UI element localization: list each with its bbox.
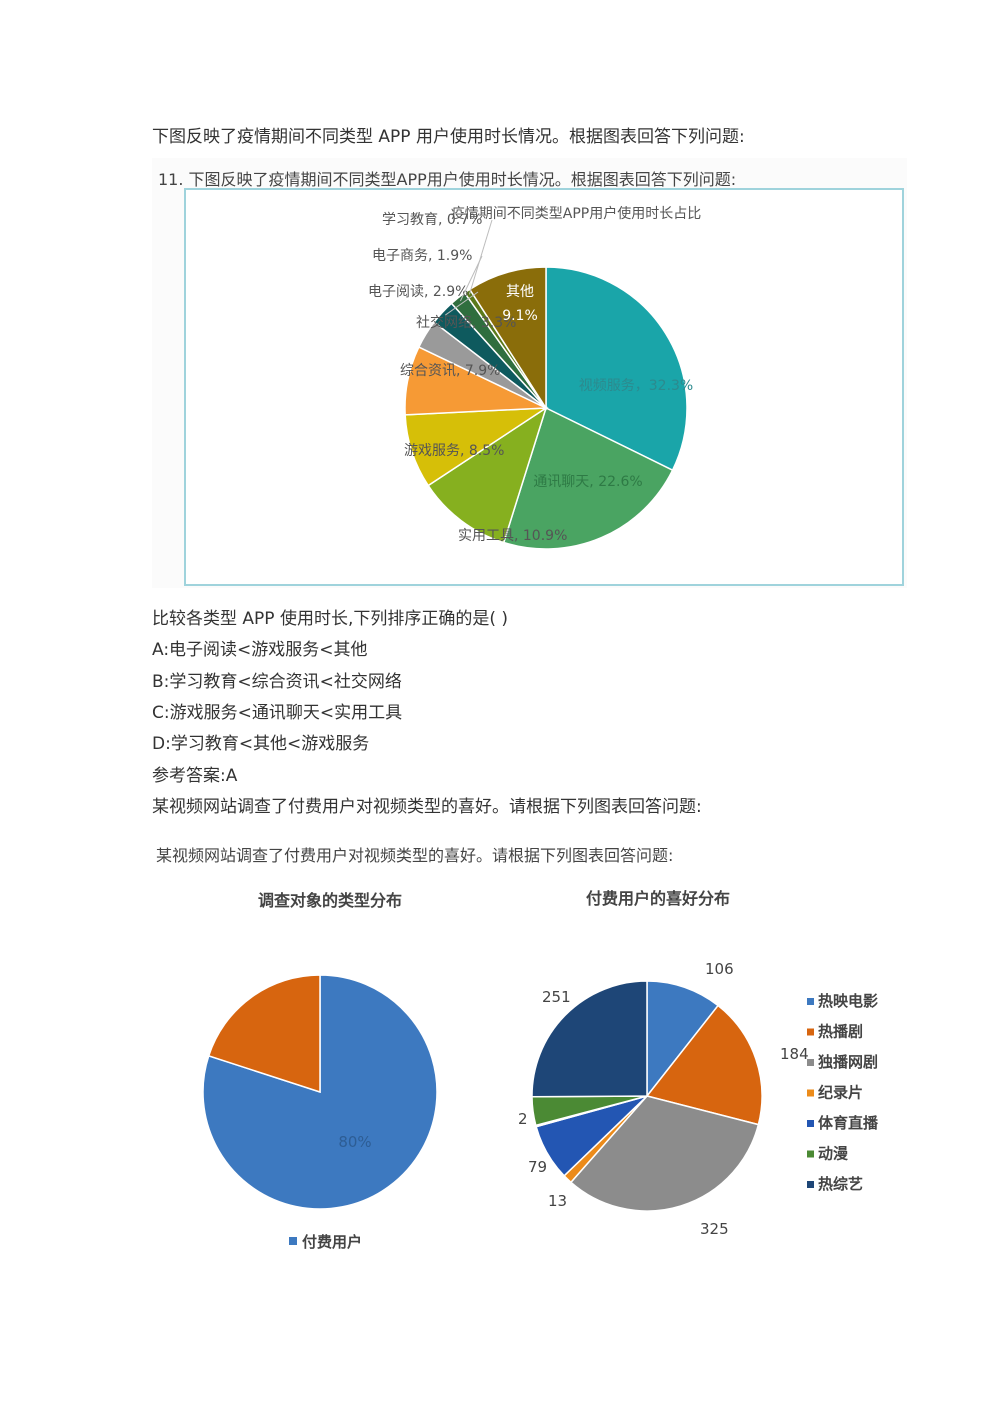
legend-label-paid: 付费用户 [302, 1233, 362, 1251]
legend-label-1: 热播剧 [818, 1023, 863, 1041]
pref-pie-label-0: 106 [705, 960, 734, 978]
legend-swatch-0 [807, 998, 814, 1005]
figure-caption: 11. 下图反映了疫情期间不同类型APP用户使用时长情况。根据图表回答下列问题: [158, 170, 737, 189]
legend-swatch-5 [807, 1150, 814, 1158]
pref-pie-slice-1 [645, 1004, 763, 1126]
app-pie-label-9-value: 9.1% [502, 308, 538, 324]
app-pie-label-5: 社交网络, 3.3% [416, 314, 516, 331]
legend-swatch-3 [807, 1089, 814, 1097]
chart-title: 疫情期间不同类型APP用户使用时长占比 [451, 205, 701, 222]
video-survey-charts: 调查对象的类型分布 付费用户的喜好分布 80% 付费用户 106 184 325 1379… [202, 889, 879, 1251]
legend-label-6: 热综艺 [818, 1175, 863, 1193]
pref-pie-label-4: 79 [528, 1158, 547, 1176]
app-pie-label-1: 通讯聊天, 22.6% [533, 474, 642, 490]
pref-pie-label-2: 325 [700, 1220, 729, 1238]
app-pie-label-9: 其他 [506, 284, 534, 300]
legend-swatch-paid [289, 1237, 297, 1245]
pref-pie-slice-2 [569, 1095, 760, 1212]
pref-pie-slice-7 [531, 980, 648, 1098]
legend-label-4: 体育直播 [818, 1114, 879, 1132]
legend-swatch-2 [807, 1059, 814, 1066]
legend-swatch-1 [807, 1028, 814, 1036]
option-a: A:电子阅读<游戏服务<其他 [152, 640, 368, 660]
question-text: 比较各类型 APP 使用时长,下列排序正确的是( ) [152, 609, 509, 629]
intro2-text: 某视频网站调查了付费用户对视频类型的喜好。请根据下列图表回答问题: [152, 797, 702, 817]
app-pie-slice-2 [427, 406, 548, 544]
type-pie-slice-1 [207, 974, 321, 1094]
chart-frame: 疫情期间不同类型APP用户使用时长占比 视频服务，32.3% 通讯聊天, 22.6… [184, 188, 904, 586]
app-pie-label-0: 视频服务，32.3% [579, 378, 693, 394]
app-pie-label-4: 综合资讯, 7.9% [400, 363, 500, 379]
app-usage-pie-chart: 疫情期间不同类型APP用户使用时长占比 视频服务，32.3% 通讯聊天, 22.6… [368, 205, 701, 550]
app-pie-label-8: 学习教育, 0.7% [382, 212, 482, 228]
legend-swatch-6 [807, 1181, 814, 1188]
legend-label-2: 独播网剧 [818, 1053, 878, 1071]
option-b: B:学习教育<综合资讯<社交网络 [152, 672, 402, 692]
app-pie-slice-1 [502, 406, 674, 550]
option-d: D:学习教育<其他<游戏服务 [152, 734, 370, 754]
app-pie-leader-6 [445, 291, 479, 316]
pref-pie-label-1: 184 [780, 1045, 809, 1063]
legend-label-5: 动漫 [818, 1145, 849, 1163]
video-survey-figure: 某视频网站调查了付费用户对视频类型的喜好。请根据下列图表回答问题: 调查对象的类… [150, 834, 910, 1264]
pref-pie-label-3: 13 [548, 1192, 567, 1210]
type-pie-label-0: 80% [338, 1133, 371, 1151]
pref-pie-label-5: 2 [518, 1110, 528, 1128]
legend-swatch-4 [807, 1120, 814, 1127]
app-pie-label-6: 电子阅读, 2.9% [368, 283, 468, 300]
chart-title-preference: 付费用户的喜好分布 [586, 889, 730, 908]
app-pie-slice-0 [545, 266, 688, 472]
pref-pie-label-7: 251 [542, 988, 571, 1006]
app-pie-label-3: 游戏服务, 8.5% [404, 443, 504, 459]
app-pie-leader-8 [468, 219, 493, 295]
intro-text: 下图反映了疫情期间不同类型 APP 用户使用时长情况。根据图表回答下列问题: [152, 127, 745, 147]
legend-label-3: 纪录片 [818, 1084, 863, 1102]
app-usage-figure: 11. 下图反映了疫情期间不同类型APP用户使用时长情况。根据图表回答下列问题:… [152, 158, 907, 588]
app-pie-label-7: 电子商务, 1.9% [372, 248, 472, 264]
answer-text: 参考答案:A [152, 766, 238, 786]
figure-caption-2: 某视频网站调查了付费用户对视频类型的喜好。请根据下列图表回答问题: [156, 846, 674, 865]
app-pie-label-2: 实用工具, 10.9% [458, 528, 567, 544]
pref-pie-slice-0 [646, 980, 720, 1099]
option-c: C:游戏服务<通讯聊天<实用工具 [152, 703, 403, 723]
type-pie-slice-0 [202, 974, 438, 1210]
chart-title-user-type: 调查对象的类型分布 [258, 891, 402, 910]
legend-label-0: 热映电影 [818, 992, 878, 1010]
